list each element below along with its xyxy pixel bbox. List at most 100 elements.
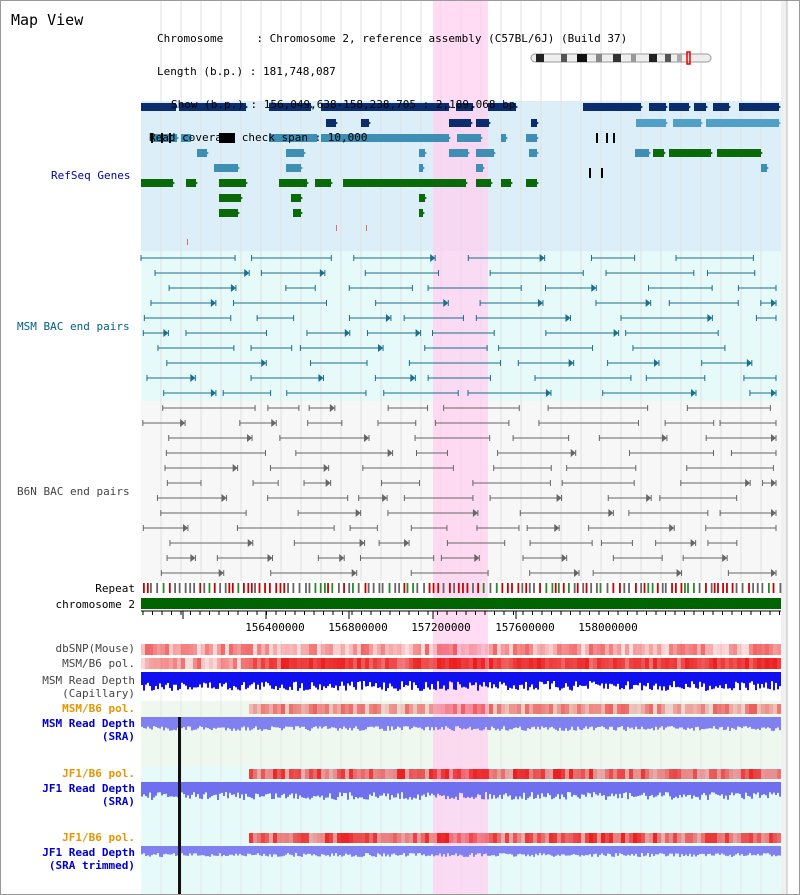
read-depth-bar xyxy=(753,672,755,685)
track-label-msm-depth-sra[interactable]: MSM Read Depth (SRA) xyxy=(42,717,135,743)
read-depth-bar xyxy=(441,846,443,857)
read-depth-bar xyxy=(393,717,395,730)
polymorphism-cell xyxy=(409,833,413,843)
read-depth-bar xyxy=(341,782,343,797)
polymorphism-cell xyxy=(281,769,285,779)
polymorphism-cell xyxy=(717,704,721,714)
read-depth-bar xyxy=(771,672,773,682)
read-depth-bar xyxy=(525,717,527,731)
track-label-msm-depth-capillary[interactable]: MSM Read Depth (Capillary) xyxy=(42,674,135,700)
polymorphism-cell xyxy=(697,833,701,843)
polymorphism-cell xyxy=(765,769,769,779)
polymorphism-cell xyxy=(581,658,585,669)
read-depth-bar xyxy=(621,717,623,727)
repeat-element xyxy=(378,583,381,593)
read-depth-bar xyxy=(333,717,335,728)
track-label-jf1-b6-pol[interactable]: JF1/B6 pol. xyxy=(62,767,135,780)
read-depth-bar xyxy=(623,846,625,856)
read-depth-bar xyxy=(409,717,411,730)
polymorphism-cell xyxy=(573,704,577,714)
read-depth-bar xyxy=(753,782,755,794)
track-label-msm-b6-pol-2[interactable]: MSM/B6 pol. xyxy=(62,702,135,715)
polymorphism-cell xyxy=(169,658,173,669)
read-depth-bar xyxy=(285,782,287,799)
read-depth-bar xyxy=(691,717,693,729)
gene-exon xyxy=(476,179,491,187)
polymorphism-cell xyxy=(285,658,289,669)
read-depth-bar xyxy=(775,846,777,857)
polymorphism-cell xyxy=(301,658,305,669)
track-label-jf1-b6-pol-2[interactable]: JF1/B6 pol. xyxy=(62,831,135,844)
track-label-msm-b6-pol[interactable]: MSM/B6 pol. xyxy=(62,657,135,670)
read-depth-bar xyxy=(299,782,301,796)
polymorphism-cell xyxy=(497,704,501,714)
read-depth-bar xyxy=(473,782,475,799)
polymorphism-cell xyxy=(457,658,461,669)
repeat-element xyxy=(628,583,630,593)
ideogram-band xyxy=(613,54,621,62)
polymorphism-cell xyxy=(393,658,397,669)
read-depth-bar xyxy=(739,782,741,795)
track-label-jf1-depth-trimmed[interactable]: JF1 Read Depth (SRA trimmed) xyxy=(42,846,135,872)
polymorphism-cell xyxy=(605,644,609,655)
polymorphism-cell xyxy=(533,658,537,669)
read-depth-bar xyxy=(593,846,595,855)
gene-exon xyxy=(315,179,331,187)
polymorphism-cell xyxy=(461,658,465,669)
strand-arrow xyxy=(365,119,371,127)
b6n-bac-pair-arrow xyxy=(722,554,728,562)
read-depth-bar xyxy=(387,782,389,794)
read-depth-bar xyxy=(381,846,383,857)
polymorphism-cell xyxy=(417,644,421,655)
polymorphism-cell xyxy=(225,644,229,655)
polymorphism-cell xyxy=(649,704,653,714)
repeat-element xyxy=(343,583,345,593)
track-label-dbsnp[interactable]: dbSNP(Mouse) xyxy=(55,642,135,655)
read-depth-bar xyxy=(661,717,663,727)
read-depth-bar xyxy=(461,846,463,856)
polymorphism-cell xyxy=(177,658,181,669)
gene-exon xyxy=(669,149,711,157)
read-depth-bar xyxy=(521,672,523,685)
read-depth-bar xyxy=(167,672,169,683)
read-depth-bar xyxy=(447,717,449,728)
read-depth-bar xyxy=(449,846,451,857)
read-depth-bar xyxy=(661,782,663,797)
polymorphism-cell xyxy=(405,658,409,669)
polymorphism-cell xyxy=(253,658,257,669)
read-depth-bar xyxy=(365,672,367,687)
read-depth-bar xyxy=(539,782,541,799)
read-depth-bar xyxy=(659,782,661,793)
read-depth-bar xyxy=(371,782,373,796)
read-depth-bar xyxy=(421,672,423,691)
track-label-b6n-bac[interactable]: B6N BAC end pairs xyxy=(17,485,130,498)
polymorphism-cell xyxy=(357,644,361,655)
read-depth-bar xyxy=(545,717,547,728)
polymorphism-cell xyxy=(293,833,297,843)
track-label-jf1-depth-sra[interactable]: JF1 Read Depth (SRA) xyxy=(42,782,135,808)
read-depth-bar xyxy=(689,846,691,854)
read-depth-bar xyxy=(323,846,325,855)
read-depth-bar xyxy=(679,717,681,728)
read-depth-bar xyxy=(413,782,415,798)
read-depth-bar xyxy=(729,846,731,855)
repeat-element xyxy=(394,583,397,593)
read-depth-bar xyxy=(547,672,549,682)
read-depth-bar xyxy=(447,672,449,690)
read-depth-bar xyxy=(653,717,655,731)
read-depth-bar xyxy=(337,782,339,797)
polymorphism-cell xyxy=(265,658,269,669)
read-depth-bar xyxy=(203,672,205,683)
read-depth-bar xyxy=(459,717,461,729)
read-depth-bar xyxy=(717,782,719,795)
read-depth-bar xyxy=(327,717,329,729)
read-depth-bar xyxy=(735,846,737,855)
strand-arrow xyxy=(313,134,319,142)
read-depth-bar xyxy=(335,782,337,800)
track-label-refseq[interactable]: RefSeq Genes xyxy=(51,169,131,182)
polymorphism-cell xyxy=(709,833,713,843)
read-depth-bar xyxy=(321,717,323,729)
track-label-msm-bac[interactable]: MSM BAC end pairs xyxy=(17,320,130,333)
polymorphism-cell xyxy=(309,769,313,779)
